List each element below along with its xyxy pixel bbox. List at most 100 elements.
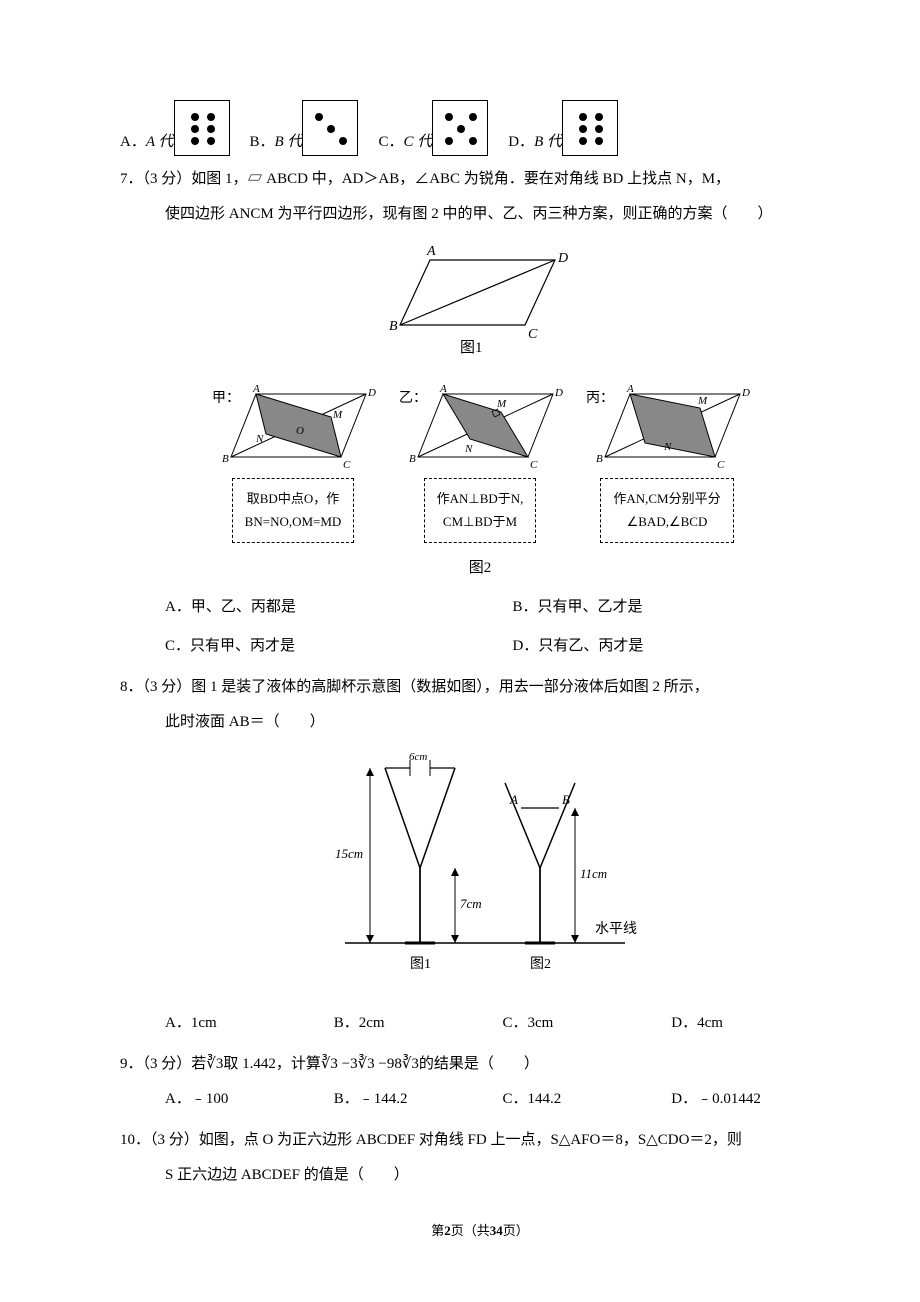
opt-label: B． bbox=[250, 129, 275, 156]
q9-line: 9．（3 分）若∛3取 1.442，计算∛3 −3∛3 −98∛3的结果是（ ） bbox=[120, 1051, 840, 1078]
q10-line1: 10．（3 分）如图，点 O 为正六边形 ABCDEF 对角线 FD 上一点，S… bbox=[120, 1127, 840, 1154]
svg-text:M: M bbox=[496, 398, 507, 410]
opt-label: D． bbox=[508, 129, 534, 156]
q8-opt-c: C．3cm bbox=[503, 1010, 672, 1037]
method-jia-desc: 取BD中点O，作 BN=NO,OM=MD bbox=[232, 478, 355, 543]
dice-a bbox=[174, 100, 230, 156]
svg-text:6cm: 6cm bbox=[409, 751, 427, 763]
q7-line1: 7．（3 分）如图 1，▱ ABCD 中，AD＞AB，∠ABC 为锐角．要在对角… bbox=[120, 166, 840, 193]
q-points: （3 分） bbox=[143, 171, 192, 187]
desc-line: BN=NO,OM=MD bbox=[245, 510, 342, 533]
svg-text:D: D bbox=[741, 387, 750, 399]
opt-text: A 代 bbox=[146, 129, 174, 156]
svg-text:N: N bbox=[464, 443, 473, 455]
desc-line: 作AN,CM分别平分 bbox=[613, 487, 720, 510]
svg-text:B: B bbox=[562, 792, 570, 807]
q8-line1: 8．（3 分）图 1 是装了液体的高脚杯示意图（数据如图），用去一部分液体后如图… bbox=[120, 674, 840, 701]
dice-d bbox=[562, 100, 618, 156]
q-points: （3 分） bbox=[150, 1132, 199, 1148]
method-yi: 乙： A D B C M N 作AN⊥BD于N, CM⊥BD于M bbox=[393, 382, 568, 543]
q6-option-b: B． B 代 bbox=[250, 100, 359, 156]
goblet-svg: 水平线 6cm 15cm bbox=[315, 748, 645, 988]
svg-text:D: D bbox=[367, 387, 376, 399]
opt-text: B 代 bbox=[534, 129, 562, 156]
q9-opt-a: A．﹣100 bbox=[165, 1086, 334, 1113]
opt-text: B 代 bbox=[275, 129, 303, 156]
q8-options: A．1cm B．2cm C．3cm D．4cm bbox=[120, 1010, 840, 1037]
svg-text:A: A bbox=[509, 792, 518, 807]
q6-option-d: D． B 代 bbox=[508, 100, 618, 156]
fig1-label: 图1 bbox=[460, 339, 483, 356]
footer-text: 页） bbox=[503, 1223, 529, 1238]
svg-text:C: C bbox=[528, 327, 538, 342]
q-num: 8． bbox=[120, 679, 143, 695]
desc-line: ∠BAD,∠BCD bbox=[613, 510, 720, 533]
method-bing-svg: 丙： A D B C M N bbox=[580, 382, 755, 472]
q7-opt-c: C．只有甲、丙才是 bbox=[165, 633, 493, 660]
svg-text:C: C bbox=[717, 459, 725, 471]
q-body: 若∛3取 1.442，计算∛3 −3∛3 −98∛3的结果是（ ） bbox=[191, 1056, 539, 1072]
q8-opt-b: B．2cm bbox=[334, 1010, 503, 1037]
svg-text:11cm: 11cm bbox=[580, 866, 607, 881]
svg-text:B: B bbox=[409, 453, 416, 465]
question-10: 10．（3 分）如图，点 O 为正六边形 ABCDEF 对角线 FD 上一点，S… bbox=[120, 1127, 840, 1189]
q7-opt-d: D．只有乙、丙才是 bbox=[513, 633, 841, 660]
svg-text:N: N bbox=[663, 441, 672, 453]
svg-text:O: O bbox=[296, 425, 304, 437]
method-bing: 丙： A D B C M N 作AN,CM分别平分 ∠BAD,∠BCD bbox=[580, 382, 755, 543]
question-8: 8．（3 分）图 1 是装了液体的高脚杯示意图（数据如图），用去一部分液体后如图… bbox=[120, 674, 840, 1037]
method-bing-desc: 作AN,CM分别平分 ∠BAD,∠BCD bbox=[600, 478, 733, 543]
method-yi-desc: 作AN⊥BD于N, CM⊥BD于M bbox=[424, 478, 537, 543]
page-footer: 第2页（共34页） bbox=[120, 1219, 840, 1242]
q-body: 如图 1，▱ ABCD 中，AD＞AB，∠ABC 为锐角．要在对角线 BD 上找… bbox=[191, 171, 730, 187]
q9-opt-d: D．﹣0.01442 bbox=[671, 1086, 840, 1113]
q9-opt-b: B．﹣144.2 bbox=[334, 1086, 503, 1113]
q7-options: A．甲、乙、丙都是 B．只有甲、乙才是 C．只有甲、丙才是 D．只有乙、丙才是 bbox=[120, 594, 840, 660]
svg-text:7cm: 7cm bbox=[460, 896, 482, 911]
question-9: 9．（3 分）若∛3取 1.442，计算∛3 −3∛3 −98∛3的结果是（ ）… bbox=[120, 1051, 840, 1113]
q-body: 图 1 是装了液体的高脚杯示意图（数据如图），用去一部分液体后如图 2 所示， bbox=[191, 679, 709, 695]
svg-text:D: D bbox=[554, 387, 563, 399]
svg-text:C: C bbox=[530, 459, 538, 471]
svg-text:15cm: 15cm bbox=[335, 846, 363, 861]
svg-text:水平线: 水平线 bbox=[595, 921, 637, 937]
svg-text:D: D bbox=[557, 251, 568, 266]
q6-options-row: A． A 代 B． B 代 C． C 代 D． B 代 bbox=[120, 100, 840, 156]
page-total: 34 bbox=[490, 1223, 503, 1238]
q7-methods-row: 甲： A D B C O N M 取BD中点O，作 BN=NO,OM=MD 乙： bbox=[120, 382, 840, 543]
svg-text:C: C bbox=[343, 459, 351, 471]
svg-text:图2: 图2 bbox=[530, 957, 551, 972]
svg-text:M: M bbox=[697, 395, 708, 407]
opt-label: C． bbox=[378, 129, 403, 156]
q8-opt-a: A．1cm bbox=[165, 1010, 334, 1037]
dice-c bbox=[432, 100, 488, 156]
q6-option-a: A． A 代 bbox=[120, 100, 230, 156]
q8-line2: 此时液面 AB＝（ ） bbox=[120, 709, 840, 736]
q-num: 9． bbox=[120, 1056, 143, 1072]
svg-text:A: A bbox=[626, 383, 634, 395]
q7-opt-b: B．只有甲、乙才是 bbox=[513, 594, 841, 621]
q-points: （3 分） bbox=[143, 1056, 192, 1072]
q9-opt-c: C．144.2 bbox=[503, 1086, 672, 1113]
desc-line: CM⊥BD于M bbox=[437, 510, 524, 533]
q-num: 7． bbox=[120, 171, 143, 187]
dice-b bbox=[302, 100, 358, 156]
q10-line2: S 正六边边 ABCDEF 的值是（ ） bbox=[120, 1162, 840, 1189]
q8-opt-d: D．4cm bbox=[671, 1010, 840, 1037]
svg-text:A: A bbox=[426, 244, 436, 259]
q-body: 如图，点 O 为正六边形 ABCDEF 对角线 FD 上一点，S△AFO＝8，S… bbox=[199, 1132, 742, 1148]
method-jia: 甲： A D B C O N M 取BD中点O，作 BN=NO,OM=MD bbox=[206, 382, 381, 543]
q9-options: A．﹣100 B．﹣144.2 C．144.2 D．﹣0.01442 bbox=[120, 1086, 840, 1113]
svg-text:B: B bbox=[222, 453, 229, 465]
q-points: （3 分） bbox=[143, 679, 192, 695]
svg-text:B: B bbox=[389, 319, 398, 334]
q8-figure: 水平线 6cm 15cm bbox=[120, 748, 840, 998]
svg-text:A: A bbox=[252, 383, 260, 395]
opt-label: A． bbox=[120, 129, 146, 156]
opt-text: C 代 bbox=[403, 129, 432, 156]
svg-text:A: A bbox=[439, 383, 447, 395]
svg-text:B: B bbox=[596, 453, 603, 465]
q6-option-c: C． C 代 bbox=[378, 100, 488, 156]
svg-text:乙：: 乙： bbox=[399, 390, 427, 406]
desc-line: 作AN⊥BD于N, bbox=[437, 487, 524, 510]
